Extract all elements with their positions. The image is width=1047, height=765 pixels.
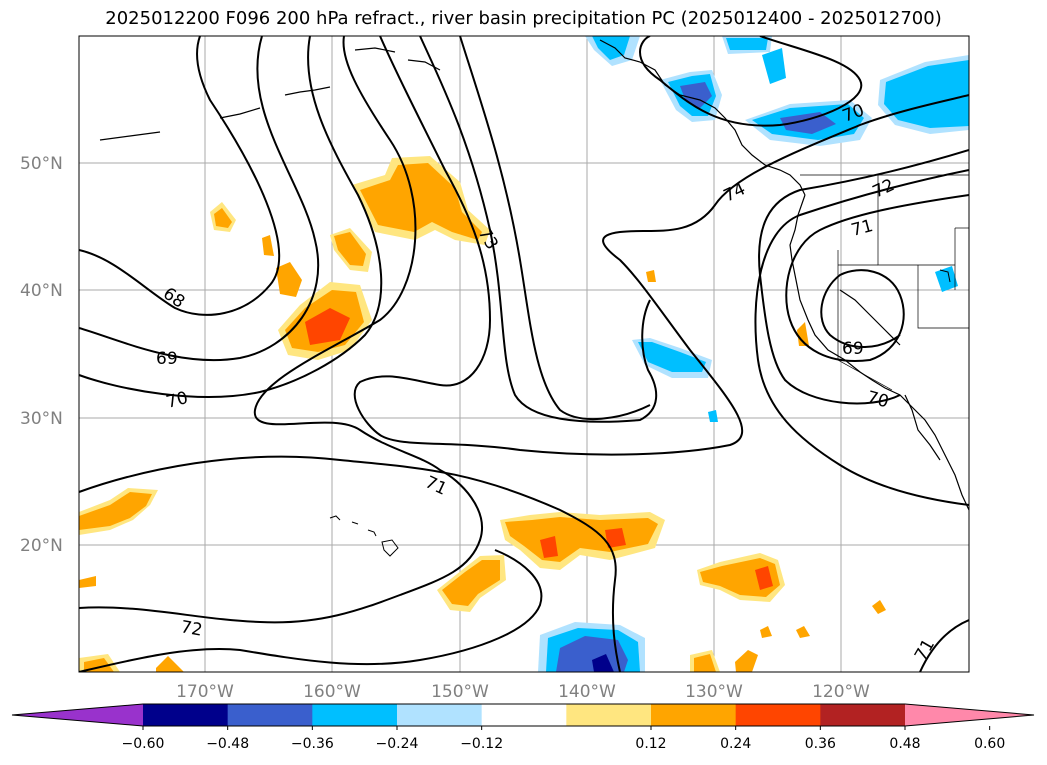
colorbar-tick-label: −0.24 bbox=[376, 736, 419, 752]
lon-label: 120°W bbox=[812, 682, 870, 702]
colorbar-segment bbox=[227, 704, 313, 726]
contour-label: 69 bbox=[156, 349, 178, 369]
colorbar-segment bbox=[397, 704, 483, 726]
colorbar-segment bbox=[481, 704, 567, 726]
colorbar-segment bbox=[651, 704, 737, 726]
colorbar-segment bbox=[820, 704, 906, 726]
colorbar-tick-label: 0.12 bbox=[635, 736, 666, 752]
lon-label: 140°W bbox=[558, 682, 616, 702]
colorbar-tick-label: 0.60 bbox=[974, 736, 1005, 752]
lon-label: 150°W bbox=[431, 682, 489, 702]
colorbar-tick-label: 0.24 bbox=[720, 736, 751, 752]
map-title: 2025012200 F096 200 hPa refract., river … bbox=[105, 8, 942, 29]
colorbar-tick-label: −0.12 bbox=[460, 736, 503, 752]
colorbar-segment bbox=[735, 704, 821, 726]
lon-label: 130°W bbox=[685, 682, 743, 702]
colorbar-segment bbox=[143, 704, 229, 726]
contour-label: 72 bbox=[179, 617, 204, 640]
lon-label: 170°W bbox=[176, 682, 234, 702]
colorbar-tick-label: −0.36 bbox=[291, 736, 334, 752]
colorbar-tick-label: 0.36 bbox=[805, 736, 836, 752]
longitude-labels: 170°W 160°W 150°W 140°W 130°W 120°W bbox=[176, 682, 870, 702]
colorbar-tick-label: −0.60 bbox=[122, 736, 165, 752]
contour-label: 69 bbox=[842, 339, 864, 359]
lon-label: 160°W bbox=[303, 682, 361, 702]
contour-lines bbox=[79, 36, 969, 672]
colorbar-tick-label: 0.48 bbox=[889, 736, 920, 752]
coastlines bbox=[99, 39, 969, 511]
colorbar-segment bbox=[312, 704, 398, 726]
colorbar-extend-high bbox=[905, 704, 1034, 726]
lat-label: 30°N bbox=[20, 409, 63, 429]
lat-label: 50°N bbox=[20, 154, 63, 174]
colorbar-extend-low bbox=[12, 704, 143, 726]
positive-precip-regions bbox=[79, 156, 886, 672]
colorbar-tick-label: −0.48 bbox=[206, 736, 249, 752]
colorbar-segment bbox=[566, 704, 652, 726]
lat-label: 40°N bbox=[20, 281, 63, 301]
latitude-labels: 50°N 40°N 30°N 20°N bbox=[20, 154, 63, 556]
colorbar: −0.60 −0.48 −0.36 −0.24 −0.12 0.12 0.24 0.36 0.4… bbox=[11, 703, 1035, 752]
lat-label: 20°N bbox=[20, 536, 63, 556]
map-plot-area: 68 69 70 71 73 74 72 71 69 70 72 71 70 bbox=[78, 35, 970, 673]
islands bbox=[329, 269, 951, 557]
